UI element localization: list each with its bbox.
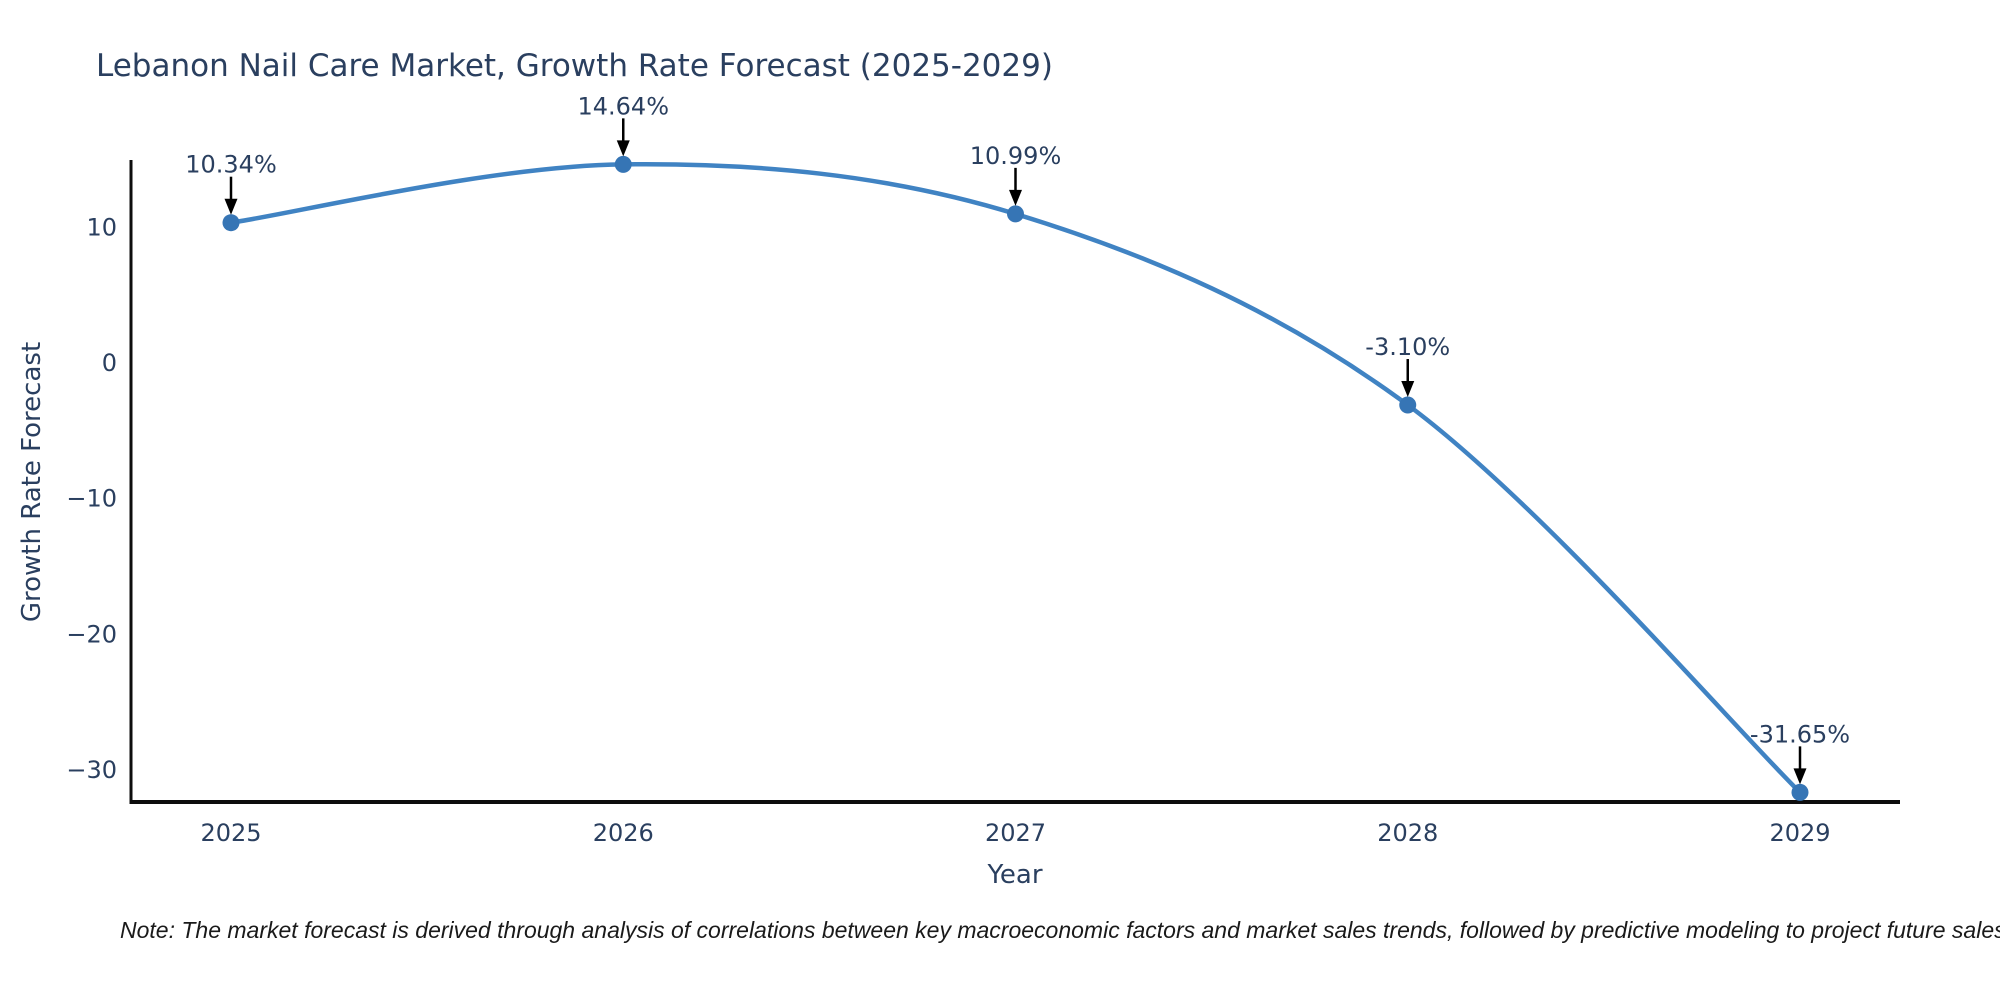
y-tick-label: 0 <box>102 349 117 377</box>
point-label: -3.10% <box>1365 333 1450 361</box>
point-label: 10.34% <box>185 151 277 179</box>
footnote: Note: The market forecast is derived thr… <box>120 917 2000 943</box>
annotation-arrowhead <box>1009 189 1022 206</box>
annotation-arrowhead <box>224 198 238 215</box>
y-tick-label: −30 <box>66 756 117 784</box>
data-point-2028[interactable] <box>1399 396 1417 414</box>
x-tick-label: 2026 <box>593 819 654 847</box>
point-label: 14.64% <box>577 92 669 120</box>
series-line <box>228 162 1803 795</box>
data-point-2025[interactable] <box>222 214 240 232</box>
y-tick-label: 10 <box>86 213 117 241</box>
chart-title: Lebanon Nail Care Market, Growth Rate Fo… <box>96 48 1053 84</box>
x-tick-label: 2028 <box>1377 819 1438 847</box>
data-point-2029[interactable] <box>1791 783 1809 801</box>
x-axis-title: Year <box>987 860 1043 890</box>
point-label: -31.65% <box>1750 720 1850 748</box>
annotation-arrowhead <box>1793 768 1807 785</box>
x-tick-label: 2025 <box>200 819 261 847</box>
y-tick-label: −20 <box>66 620 117 648</box>
y-axis-title: Growth Rate Forecast <box>17 341 47 623</box>
data-point-2026[interactable] <box>614 155 632 173</box>
y-tick-label: −10 <box>66 485 117 513</box>
annotation-arrowhead <box>616 140 630 157</box>
x-tick-label: 2027 <box>985 819 1046 847</box>
annotation-arrowhead <box>1401 381 1415 398</box>
point-label: 10.99% <box>970 142 1062 170</box>
x-tick-label: 2029 <box>1769 819 1830 847</box>
data-point-2027[interactable] <box>1007 205 1024 223</box>
